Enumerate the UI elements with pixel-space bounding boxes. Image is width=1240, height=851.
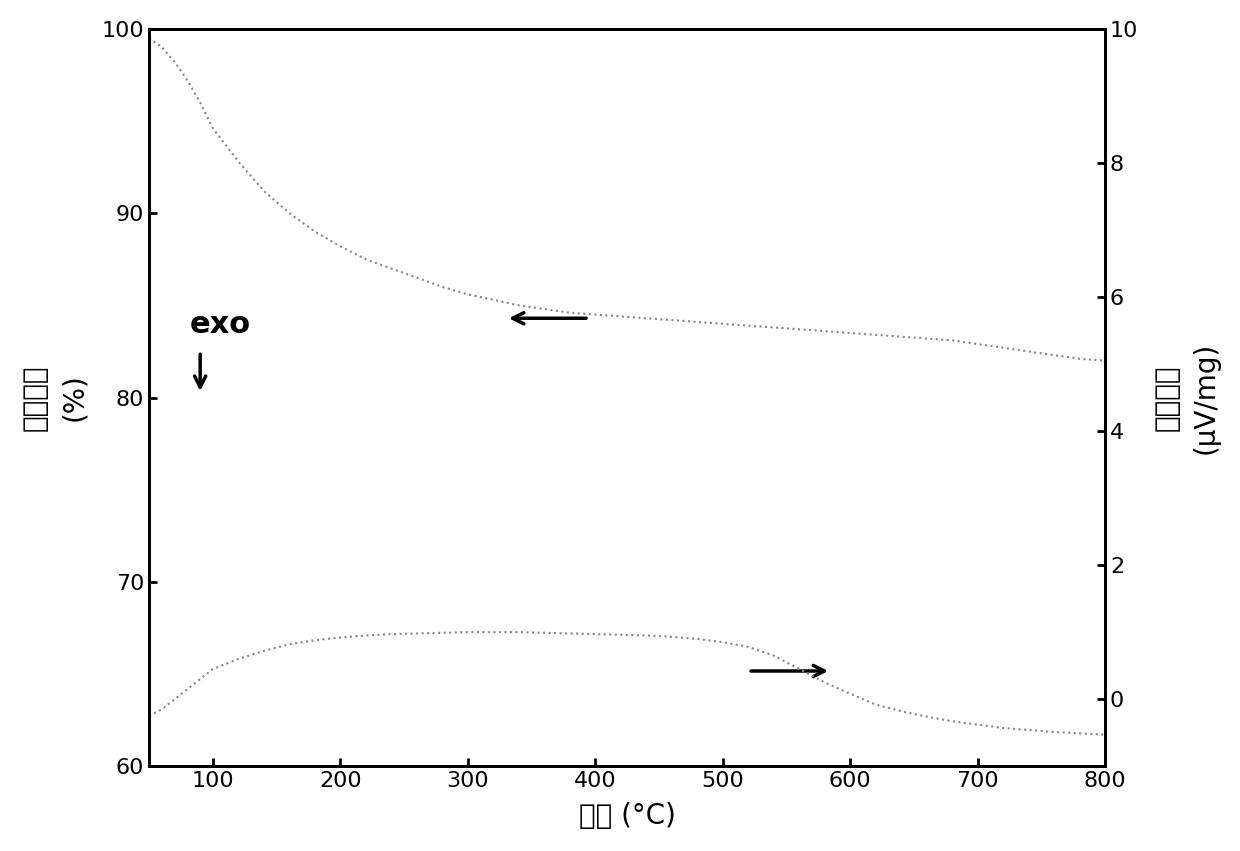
Text: exo: exo	[190, 310, 252, 339]
X-axis label: 温度 (°C): 温度 (°C)	[579, 802, 676, 831]
Y-axis label: 热重信号
(%): 热重信号 (%)	[21, 364, 88, 431]
Y-axis label: 差热信号
(μV/mg): 差热信号 (μV/mg)	[1152, 341, 1219, 454]
